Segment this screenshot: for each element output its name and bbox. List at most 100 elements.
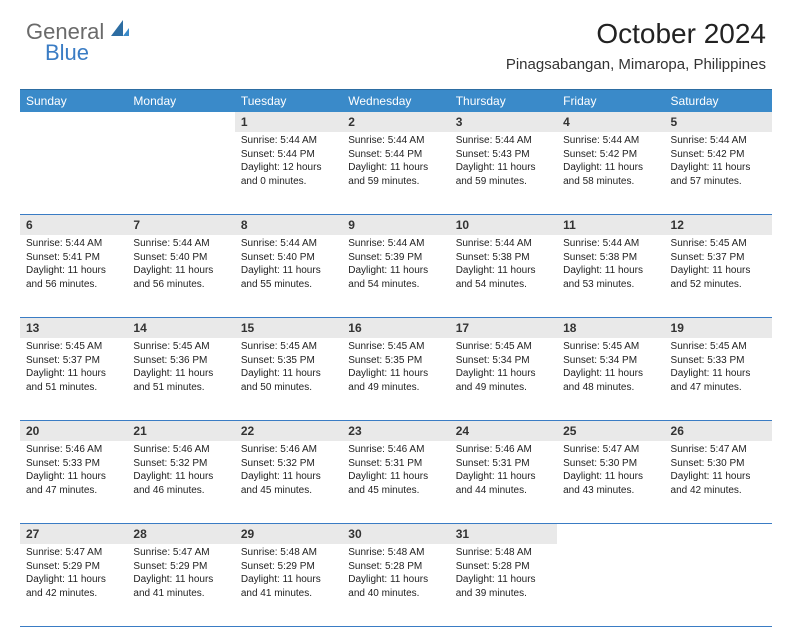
day-content: Sunrise: 5:46 AMSunset: 5:32 PMDaylight:… xyxy=(127,441,234,503)
day-number: 5 xyxy=(665,112,772,132)
day-cell: Sunrise: 5:45 AMSunset: 5:36 PMDaylight:… xyxy=(127,338,234,420)
day-content: Sunrise: 5:48 AMSunset: 5:29 PMDaylight:… xyxy=(235,544,342,606)
day-cell xyxy=(20,132,127,214)
day-content: Sunrise: 5:45 AMSunset: 5:37 PMDaylight:… xyxy=(20,338,127,400)
day-cell: Sunrise: 5:45 AMSunset: 5:33 PMDaylight:… xyxy=(665,338,772,420)
day-number: 30 xyxy=(342,524,449,544)
day-number: 28 xyxy=(127,524,234,544)
day-content: Sunrise: 5:45 AMSunset: 5:37 PMDaylight:… xyxy=(665,235,772,297)
day-number: 20 xyxy=(20,421,127,441)
dayhead-monday: Monday xyxy=(127,90,234,112)
dayhead-sunday: Sunday xyxy=(20,90,127,112)
day-number: 13 xyxy=(20,318,127,338)
logo-text-blue: Blue xyxy=(45,40,89,66)
day-cell: Sunrise: 5:44 AMSunset: 5:42 PMDaylight:… xyxy=(665,132,772,214)
header: General Blue October 2024 Pinagsabangan,… xyxy=(0,0,792,79)
day-number xyxy=(20,112,127,132)
week-row: Sunrise: 5:44 AMSunset: 5:44 PMDaylight:… xyxy=(20,132,772,215)
calendar: Sunday Monday Tuesday Wednesday Thursday… xyxy=(20,89,772,627)
logo-sail-icon xyxy=(109,18,131,45)
day-number: 31 xyxy=(450,524,557,544)
day-cell: Sunrise: 5:45 AMSunset: 5:35 PMDaylight:… xyxy=(342,338,449,420)
weeks-container: 12345Sunrise: 5:44 AMSunset: 5:44 PMDayl… xyxy=(20,112,772,627)
day-cell: Sunrise: 5:48 AMSunset: 5:28 PMDaylight:… xyxy=(342,544,449,626)
day-content: Sunrise: 5:46 AMSunset: 5:32 PMDaylight:… xyxy=(235,441,342,503)
dayhead-tuesday: Tuesday xyxy=(235,90,342,112)
title-block: October 2024 Pinagsabangan, Mimaropa, Ph… xyxy=(506,18,766,73)
day-content: Sunrise: 5:48 AMSunset: 5:28 PMDaylight:… xyxy=(450,544,557,606)
dayhead-friday: Friday xyxy=(557,90,664,112)
day-cell: Sunrise: 5:47 AMSunset: 5:30 PMDaylight:… xyxy=(557,441,664,523)
day-content: Sunrise: 5:45 AMSunset: 5:36 PMDaylight:… xyxy=(127,338,234,400)
day-content: Sunrise: 5:44 AMSunset: 5:39 PMDaylight:… xyxy=(342,235,449,297)
day-content: Sunrise: 5:45 AMSunset: 5:34 PMDaylight:… xyxy=(450,338,557,400)
day-number: 22 xyxy=(235,421,342,441)
day-number: 14 xyxy=(127,318,234,338)
dayhead-saturday: Saturday xyxy=(665,90,772,112)
day-cell: Sunrise: 5:47 AMSunset: 5:29 PMDaylight:… xyxy=(127,544,234,626)
daynum-row: 2728293031 xyxy=(20,524,772,544)
week-row: Sunrise: 5:45 AMSunset: 5:37 PMDaylight:… xyxy=(20,338,772,421)
day-content: Sunrise: 5:45 AMSunset: 5:35 PMDaylight:… xyxy=(235,338,342,400)
day-number: 10 xyxy=(450,215,557,235)
day-number: 6 xyxy=(20,215,127,235)
day-cell: Sunrise: 5:45 AMSunset: 5:37 PMDaylight:… xyxy=(20,338,127,420)
day-content: Sunrise: 5:44 AMSunset: 5:38 PMDaylight:… xyxy=(557,235,664,297)
day-content: Sunrise: 5:44 AMSunset: 5:41 PMDaylight:… xyxy=(20,235,127,297)
day-content: Sunrise: 5:47 AMSunset: 5:29 PMDaylight:… xyxy=(127,544,234,606)
daynum-row: 13141516171819 xyxy=(20,318,772,338)
day-cell: Sunrise: 5:45 AMSunset: 5:34 PMDaylight:… xyxy=(450,338,557,420)
day-header-row: Sunday Monday Tuesday Wednesday Thursday… xyxy=(20,89,772,112)
day-number: 15 xyxy=(235,318,342,338)
day-number: 11 xyxy=(557,215,664,235)
day-content: Sunrise: 5:44 AMSunset: 5:42 PMDaylight:… xyxy=(665,132,772,194)
day-number: 21 xyxy=(127,421,234,441)
day-content: Sunrise: 5:44 AMSunset: 5:44 PMDaylight:… xyxy=(235,132,342,194)
day-cell: Sunrise: 5:46 AMSunset: 5:31 PMDaylight:… xyxy=(342,441,449,523)
day-cell: Sunrise: 5:45 AMSunset: 5:34 PMDaylight:… xyxy=(557,338,664,420)
day-content: Sunrise: 5:44 AMSunset: 5:38 PMDaylight:… xyxy=(450,235,557,297)
day-number: 8 xyxy=(235,215,342,235)
day-content: Sunrise: 5:44 AMSunset: 5:42 PMDaylight:… xyxy=(557,132,664,194)
day-number xyxy=(127,112,234,132)
day-number xyxy=(665,524,772,544)
day-cell: Sunrise: 5:45 AMSunset: 5:37 PMDaylight:… xyxy=(665,235,772,317)
day-cell: Sunrise: 5:44 AMSunset: 5:38 PMDaylight:… xyxy=(450,235,557,317)
day-cell: Sunrise: 5:46 AMSunset: 5:32 PMDaylight:… xyxy=(235,441,342,523)
day-content: Sunrise: 5:45 AMSunset: 5:35 PMDaylight:… xyxy=(342,338,449,400)
dayhead-thursday: Thursday xyxy=(450,90,557,112)
day-cell: Sunrise: 5:44 AMSunset: 5:44 PMDaylight:… xyxy=(342,132,449,214)
daynum-row: 20212223242526 xyxy=(20,421,772,441)
week-row: Sunrise: 5:44 AMSunset: 5:41 PMDaylight:… xyxy=(20,235,772,318)
day-content: Sunrise: 5:47 AMSunset: 5:30 PMDaylight:… xyxy=(665,441,772,503)
day-cell: Sunrise: 5:44 AMSunset: 5:44 PMDaylight:… xyxy=(235,132,342,214)
day-number: 18 xyxy=(557,318,664,338)
day-number: 19 xyxy=(665,318,772,338)
day-cell: Sunrise: 5:44 AMSunset: 5:41 PMDaylight:… xyxy=(20,235,127,317)
day-number: 25 xyxy=(557,421,664,441)
day-content: Sunrise: 5:46 AMSunset: 5:33 PMDaylight:… xyxy=(20,441,127,503)
day-number: 23 xyxy=(342,421,449,441)
day-content: Sunrise: 5:44 AMSunset: 5:44 PMDaylight:… xyxy=(342,132,449,194)
day-cell xyxy=(557,544,664,626)
day-number: 1 xyxy=(235,112,342,132)
daynum-row: 12345 xyxy=(20,112,772,132)
day-content: Sunrise: 5:45 AMSunset: 5:33 PMDaylight:… xyxy=(665,338,772,400)
day-cell: Sunrise: 5:44 AMSunset: 5:43 PMDaylight:… xyxy=(450,132,557,214)
day-number: 24 xyxy=(450,421,557,441)
day-cell: Sunrise: 5:47 AMSunset: 5:30 PMDaylight:… xyxy=(665,441,772,523)
day-cell xyxy=(665,544,772,626)
day-cell xyxy=(127,132,234,214)
day-content: Sunrise: 5:44 AMSunset: 5:40 PMDaylight:… xyxy=(235,235,342,297)
month-title: October 2024 xyxy=(506,18,766,50)
day-cell: Sunrise: 5:44 AMSunset: 5:39 PMDaylight:… xyxy=(342,235,449,317)
day-number: 29 xyxy=(235,524,342,544)
day-content: Sunrise: 5:46 AMSunset: 5:31 PMDaylight:… xyxy=(342,441,449,503)
day-cell: Sunrise: 5:46 AMSunset: 5:31 PMDaylight:… xyxy=(450,441,557,523)
logo: General Blue xyxy=(26,18,131,45)
day-number: 3 xyxy=(450,112,557,132)
day-cell: Sunrise: 5:44 AMSunset: 5:38 PMDaylight:… xyxy=(557,235,664,317)
day-content: Sunrise: 5:44 AMSunset: 5:43 PMDaylight:… xyxy=(450,132,557,194)
week-row: Sunrise: 5:46 AMSunset: 5:33 PMDaylight:… xyxy=(20,441,772,524)
day-number: 17 xyxy=(450,318,557,338)
